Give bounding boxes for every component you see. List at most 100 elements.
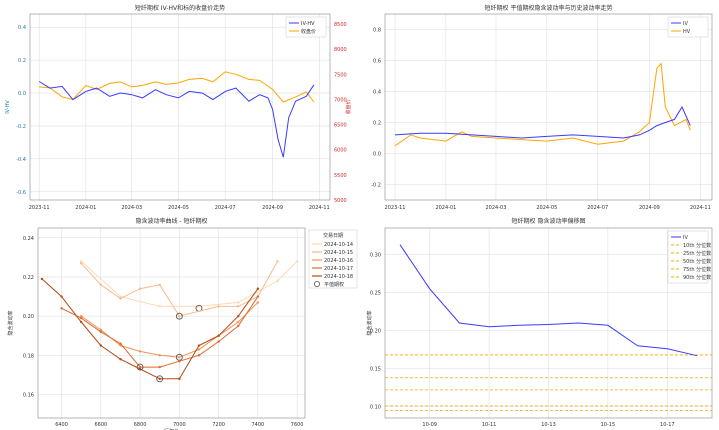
x-tick-label: 10-09 [422,422,437,428]
smile-point [237,324,240,328]
x-tick-label: 2024-05 [168,205,189,211]
legend-title: 交易日期 [323,232,343,239]
atm-marker [175,312,183,320]
x-tick-label: 10-15 [601,422,616,428]
smile-point [158,283,161,287]
x-tick-label: 2024-05 [536,205,557,211]
smile-point [256,301,260,304]
smile-point [158,377,161,381]
smile-point [99,283,103,287]
smile-point [119,358,122,361]
smile-point [158,354,161,357]
x-tick-label: 2024-07 [587,205,608,211]
y-tick-label: 0.20 [23,314,34,320]
smile-point [79,316,83,320]
y-tick-label: -0.2 [16,124,26,130]
legend-label: 2024-10-17 [324,266,353,272]
legend-box [308,229,358,289]
y-tick-label: 0.15 [370,367,381,373]
y-tick-label: -0.6 [16,190,26,196]
smile-point [178,356,181,359]
y-tick-label: 0.16 [23,392,34,398]
smile-point [119,295,122,298]
x-tick-label: 2024-09 [262,205,283,211]
x-tick-label: 6600 [94,422,107,428]
legend-label: 75th 分位数 [683,266,711,273]
y2-tick-label: 6500 [334,123,347,129]
smile-point [237,301,240,304]
smile-point [79,262,83,265]
legend-label: 平值期权 [324,281,344,288]
y-tick-label: 0.22 [23,275,34,281]
smile-point [197,344,201,347]
y-tick-label: 0.0 [373,152,381,158]
plot-frame [384,13,713,201]
x-tick-label: 2024-09 [639,205,660,211]
y-axis-label: IV-HV [5,100,11,114]
smile-point [178,314,181,318]
x-axis-label: 行权价 [164,428,179,430]
smile-point [256,287,260,290]
smile-point [217,305,220,308]
smile-point [99,330,103,334]
y2-axis-label: 收盘价 [345,99,352,114]
y-axis-label: 隐含波动率 [366,310,373,335]
x-tick-label: 6400 [55,422,68,428]
x-tick-label: 7400 [252,422,265,428]
iv-line [394,105,691,139]
legend-label: 2024-10-15 [324,250,353,256]
smile-point [99,328,103,332]
smile-point [197,348,201,351]
x-tick-label: 2024-07 [215,205,236,211]
smile-point [40,277,44,281]
y2-tick-label: 7000 [334,97,347,103]
smile-point [276,279,279,283]
x-tick-label: 2024-11 [690,205,711,211]
x-tick-label: 2024-03 [485,205,506,211]
chart-title: 短纤期权 隐含波动率偏移图 [512,217,586,225]
legend-label: HV [683,29,691,35]
x-tick-label: 10-11 [482,422,497,428]
x-tick-label: 7000 [173,422,186,428]
y-tick-label: 0.10 [370,405,381,411]
smile-point [237,314,240,318]
smile-point [138,350,142,353]
legend-label: 2024-10-14 [324,242,353,248]
smile-point [217,334,220,337]
smile-point [276,260,279,263]
legend-atm-marker [313,280,320,287]
chart-title: 隐含波动率曲线 - 短纤期权 [136,217,208,225]
plot-frame [37,227,306,419]
plot-frame [29,13,331,201]
legend-label: 收盘价 [301,28,316,35]
smile-point [256,295,260,298]
y-tick-label: -0.4 [16,157,26,163]
legend-box [667,16,709,38]
x-tick-label: 2023-11 [29,205,50,211]
legend-label: IV [683,235,688,241]
legend-label: IV [683,21,688,27]
y2-tick-label: 8500 [334,22,347,28]
x-tick-label: 2024-03 [121,205,142,211]
y-tick-label: 0.30 [370,253,381,259]
y-axis-label: 隐含波动率 [7,310,14,335]
x-tick-label: 10-13 [541,422,556,428]
smile-point [99,344,103,347]
y-tick-label: 0.2 [373,121,381,127]
y2-tick-label: 5000 [334,198,347,204]
x-tick-label: 6800 [134,422,147,428]
smile-point [217,340,220,343]
y-tick-label: 0.6 [373,59,381,65]
legend-label: 10th 分位数 [683,242,711,249]
x-tick-label: 2023-11 [385,205,406,211]
y-tick-label: -0.2 [371,183,381,189]
y-tick-label: 0.20 [370,329,381,335]
legend-label: 50th 分位数 [683,258,711,265]
x-tick-label: 7600 [291,422,304,428]
x-tick-label: 2024-01 [435,205,456,211]
smile-point [119,342,122,345]
smile-point [138,367,142,371]
smile-point [237,320,240,324]
close-price-line [39,71,315,103]
